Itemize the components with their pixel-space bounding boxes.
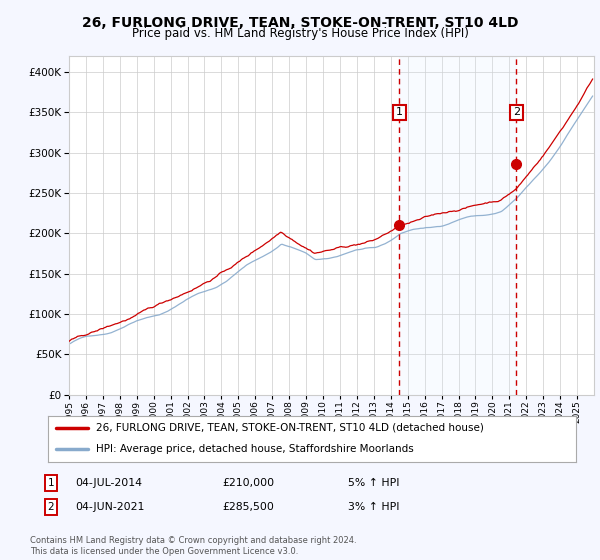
- Text: 1: 1: [47, 478, 55, 488]
- Text: HPI: Average price, detached house, Staffordshire Moorlands: HPI: Average price, detached house, Staf…: [95, 444, 413, 454]
- Text: 1: 1: [396, 108, 403, 118]
- Text: Contains HM Land Registry data © Crown copyright and database right 2024.
This d: Contains HM Land Registry data © Crown c…: [30, 536, 356, 556]
- Text: 26, FURLONG DRIVE, TEAN, STOKE-ON-TRENT, ST10 4LD: 26, FURLONG DRIVE, TEAN, STOKE-ON-TRENT,…: [82, 16, 518, 30]
- Text: £285,500: £285,500: [222, 502, 274, 512]
- Text: 26, FURLONG DRIVE, TEAN, STOKE-ON-TRENT, ST10 4LD (detached house): 26, FURLONG DRIVE, TEAN, STOKE-ON-TRENT,…: [95, 423, 484, 432]
- Text: £210,000: £210,000: [222, 478, 274, 488]
- Text: 3% ↑ HPI: 3% ↑ HPI: [348, 502, 400, 512]
- Text: 2: 2: [513, 108, 520, 118]
- Text: 5% ↑ HPI: 5% ↑ HPI: [348, 478, 400, 488]
- Bar: [399, 56, 517, 395]
- Text: Price paid vs. HM Land Registry's House Price Index (HPI): Price paid vs. HM Land Registry's House …: [131, 27, 469, 40]
- Text: 04-JUN-2021: 04-JUN-2021: [75, 502, 145, 512]
- Text: 2: 2: [47, 502, 55, 512]
- Text: 04-JUL-2014: 04-JUL-2014: [75, 478, 142, 488]
